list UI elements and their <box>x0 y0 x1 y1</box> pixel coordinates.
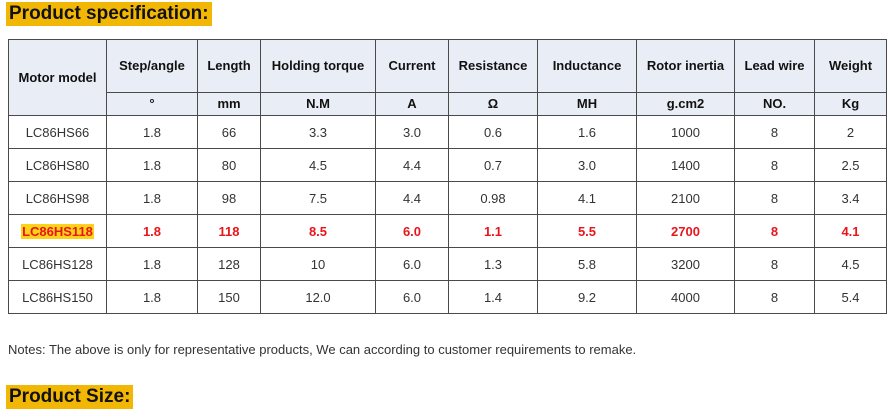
cell-resistance: 0.98 <box>448 181 538 215</box>
cell-holding-torque: 10 <box>260 247 376 281</box>
cell-weight: 3.4 <box>814 181 887 215</box>
cell-holding-torque: 3.3 <box>260 115 376 149</box>
spec-section-title: Product specification: <box>6 2 212 26</box>
table-row-highlighted: LC86HS118 1.8 118 8.5 6.0 1.1 5.5 2700 8… <box>8 214 887 248</box>
cell-weight: 4.5 <box>814 247 887 281</box>
cell-lead-wire: 8 <box>734 148 815 182</box>
cell-current: 6.0 <box>375 214 449 248</box>
cell-inductance: 5.8 <box>537 247 637 281</box>
table-row: LC86HS80 1.8 80 4.5 4.4 0.7 3.0 1400 8 2… <box>8 148 887 182</box>
table-row: LC86HS150 1.8 150 12.0 6.0 1.4 9.2 4000 … <box>8 280 887 314</box>
cell-length: 128 <box>197 247 261 281</box>
unit-step-angle: ° <box>106 92 198 116</box>
cell-inductance: 9.2 <box>537 280 637 314</box>
cell-holding-torque: 7.5 <box>260 181 376 215</box>
header-length: Length <box>197 39 261 93</box>
cell-lead-wire: 8 <box>734 280 815 314</box>
cell-current: 6.0 <box>375 247 449 281</box>
cell-holding-torque: 8.5 <box>260 214 376 248</box>
cell-current: 4.4 <box>375 148 449 182</box>
cell-rotor-inertia: 4000 <box>636 280 735 314</box>
cell-inductance: 3.0 <box>537 148 637 182</box>
table-row: LC86HS98 1.8 98 7.5 4.4 0.98 4.1 2100 8 … <box>8 181 887 215</box>
cell-resistance: 0.7 <box>448 148 538 182</box>
cell-length: 66 <box>197 115 261 149</box>
header-step-angle: Step/angle <box>106 39 198 93</box>
cell-step-angle: 1.8 <box>106 280 198 314</box>
cell-length: 80 <box>197 148 261 182</box>
cell-step-angle: 1.8 <box>106 115 198 149</box>
unit-row: ° mm N.M A Ω MH g.cm2 NO. Kg <box>9 92 887 116</box>
header-row: Motor model Step/angle Length Holding to… <box>8 39 887 116</box>
cell-step-angle: 1.8 <box>106 181 198 215</box>
cell-lead-wire: 8 <box>734 115 815 149</box>
notes-text: Notes: The above is only for representat… <box>8 342 637 357</box>
cell-step-angle: 1.8 <box>106 247 198 281</box>
cell-length: 118 <box>197 214 261 248</box>
cell-inductance: 4.1 <box>537 181 637 215</box>
cell-inductance: 1.6 <box>537 115 637 149</box>
cell-weight: 2 <box>814 115 887 149</box>
unit-length: mm <box>197 92 261 116</box>
spec-table: Motor model Step/angle Length Holding to… <box>8 39 887 314</box>
table-row: LC86HS66 1.8 66 3.3 3.0 0.6 1.6 1000 8 2 <box>8 115 887 149</box>
cell-current: 6.0 <box>375 280 449 314</box>
cell-resistance: 1.3 <box>448 247 538 281</box>
cell-holding-torque: 4.5 <box>260 148 376 182</box>
table-row: LC86HS128 1.8 128 10 6.0 1.3 5.8 3200 8 … <box>8 247 887 281</box>
cell-holding-torque: 12.0 <box>260 280 376 314</box>
cell-inductance: 5.5 <box>537 214 637 248</box>
cell-weight: 5.4 <box>814 280 887 314</box>
header-holding-torque: Holding torque <box>260 39 376 93</box>
cell-model: LC86HS150 <box>8 280 107 314</box>
highlighted-model-label: LC86HS118 <box>21 223 94 239</box>
cell-length: 98 <box>197 181 261 215</box>
cell-model: LC86HS98 <box>8 181 107 215</box>
header-resistance: Resistance <box>448 39 538 93</box>
unit-holding-torque: N.M <box>260 92 376 116</box>
cell-step-angle: 1.8 <box>106 148 198 182</box>
cell-model: LC86HS128 <box>8 247 107 281</box>
cell-resistance: 1.1 <box>448 214 538 248</box>
cell-current: 4.4 <box>375 181 449 215</box>
cell-rotor-inertia: 3200 <box>636 247 735 281</box>
cell-model: LC86HS118 <box>8 214 107 248</box>
cell-step-angle: 1.8 <box>106 214 198 248</box>
unit-weight: Kg <box>814 92 887 116</box>
unit-lead-wire: NO. <box>734 92 815 116</box>
unit-current: A <box>375 92 449 116</box>
header-rotor-inertia: Rotor inertia <box>636 39 735 93</box>
cell-current: 3.0 <box>375 115 449 149</box>
unit-resistance: Ω <box>448 92 538 116</box>
cell-resistance: 0.6 <box>448 115 538 149</box>
cell-model: LC86HS80 <box>8 148 107 182</box>
cell-resistance: 1.4 <box>448 280 538 314</box>
cell-lead-wire: 8 <box>734 247 815 281</box>
cell-lead-wire: 8 <box>734 181 815 215</box>
header-weight: Weight <box>814 39 887 93</box>
cell-length: 150 <box>197 280 261 314</box>
cell-weight: 2.5 <box>814 148 887 182</box>
cell-rotor-inertia: 1000 <box>636 115 735 149</box>
cell-rotor-inertia: 2700 <box>636 214 735 248</box>
header-inductance: Inductance <box>537 39 637 93</box>
cell-rotor-inertia: 1400 <box>636 148 735 182</box>
size-section-title: Product Size: <box>6 385 134 409</box>
unit-inductance: MH <box>537 92 637 116</box>
cell-lead-wire: 8 <box>734 214 815 248</box>
cell-weight: 4.1 <box>814 214 887 248</box>
header-model: Motor model <box>8 39 107 116</box>
cell-model: LC86HS66 <box>8 115 107 149</box>
header-lead-wire: Lead wire <box>734 39 815 93</box>
header-current: Current <box>375 39 449 93</box>
unit-rotor-inertia: g.cm2 <box>636 92 735 116</box>
cell-rotor-inertia: 2100 <box>636 181 735 215</box>
